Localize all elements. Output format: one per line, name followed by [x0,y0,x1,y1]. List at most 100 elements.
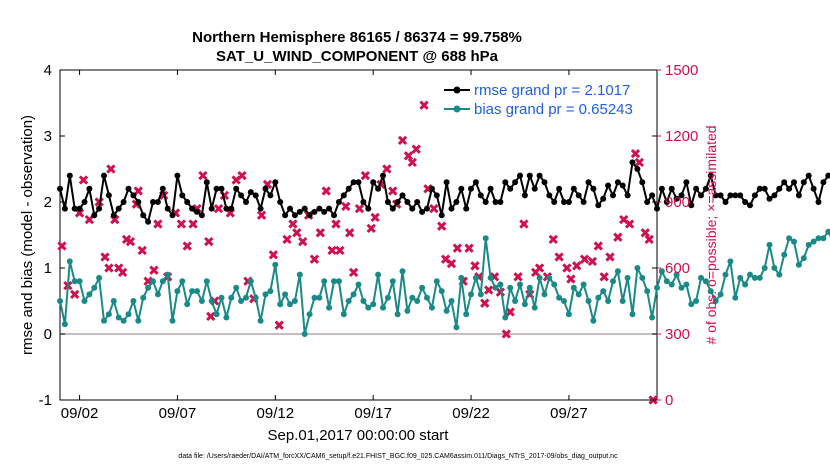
bias-point [262,291,269,298]
obs-marker [480,298,490,308]
data-file-footnote: data file: /Users/raeder/DAI/ATM_forcXX/… [178,453,618,460]
bias-point [463,311,470,318]
bias-point [145,284,152,291]
rmse-point [247,189,254,196]
bias-point [536,274,543,281]
bias-point [301,331,308,337]
rmse-point [497,199,504,205]
obs-marker [100,252,110,262]
obs-marker-stroke [360,170,371,181]
rmse-point [482,199,489,205]
obs-marker [321,186,331,196]
x-axis-label: Sep.01,2017 00:00:00 start [268,427,450,444]
rmse-point [370,179,377,186]
bias-point [105,311,112,318]
bias-point [727,258,734,265]
rmse-point [375,185,382,192]
rmse-point [688,202,695,209]
obs-marker-stroke [354,203,365,214]
bias-point [243,294,249,301]
obs-marker-stroke [206,311,216,322]
bias-point [791,238,797,245]
obs-marker-stroke [566,274,576,284]
obs-marker-stroke [341,201,351,212]
rmse-point [350,179,357,186]
rmse-point [477,192,484,199]
rmse-point [536,172,543,179]
obs-marker [484,285,494,295]
obs-marker [345,228,355,238]
obs-marker [554,252,564,262]
obs-marker [587,256,598,267]
rmse-point [394,199,401,205]
bias-point [551,281,558,288]
obs-marker [78,175,89,185]
x-tick-label: 09/22 [452,405,490,422]
legend-rmse-marker [453,86,461,94]
bias-point [502,314,509,321]
obs-marker [117,267,128,278]
rmse-point [702,185,709,192]
bias-point [150,278,156,285]
bias-point [375,271,382,278]
rmse-point [458,185,465,192]
bias-point [458,274,465,281]
bias-point [751,274,758,281]
bias-point [521,301,528,308]
obs-marker [452,243,463,253]
bias-point [428,304,435,311]
bias-point [213,311,220,318]
bias-point [580,281,587,288]
bias-point [203,278,210,285]
obs-marker [630,148,641,159]
obs-marker [198,170,208,181]
bias-point [702,278,709,285]
rmse-point [140,212,147,219]
bias-point [634,265,641,271]
obs-marker [407,157,417,168]
rmse-point [91,212,98,219]
rmse-point [585,179,592,186]
obs-marker-stroke [149,265,159,275]
obs-marker [176,219,187,229]
obs-marker-stroke [382,164,392,174]
rmse-point [61,205,68,212]
bias-point [194,288,200,295]
obs-marker-stroke [501,329,511,339]
bias-point [91,284,98,291]
obs-marker-stroke [143,276,153,286]
obs-marker [366,223,376,234]
bias-point [649,314,656,321]
obs-marker-stroke [345,228,355,238]
rmse-point [291,212,298,219]
obs-marker-stroke [366,223,376,234]
bias-point [228,294,235,301]
rmse-point [311,208,318,215]
rmse-point [277,199,284,205]
rmse-point [326,205,333,212]
rmse-point [428,185,435,192]
obs-marker-stroke [84,214,95,225]
bias-point [614,268,621,275]
rmse-point [233,185,240,192]
bias-point [384,294,391,301]
obs-marker-stroke [519,219,529,229]
obs-marker [382,164,392,174]
rmse-point [810,185,817,192]
bias-point [766,241,773,248]
rmse-point [301,205,308,212]
obs-marker [125,236,136,247]
rmse-point [414,199,421,205]
x-tick-label: 09/02 [61,405,99,422]
obs-marker-stroke [593,241,603,251]
obs-marker [57,241,67,251]
bias-point [57,298,63,304]
rmse-point [825,172,830,179]
bias-point [326,304,333,311]
obs-marker [104,263,114,273]
right-y-tick-label: 900 [665,194,690,211]
bias-point [781,251,788,258]
left-y-tick-label: 0 [44,326,52,343]
bias-point [252,294,259,301]
rmse-point [115,205,122,212]
